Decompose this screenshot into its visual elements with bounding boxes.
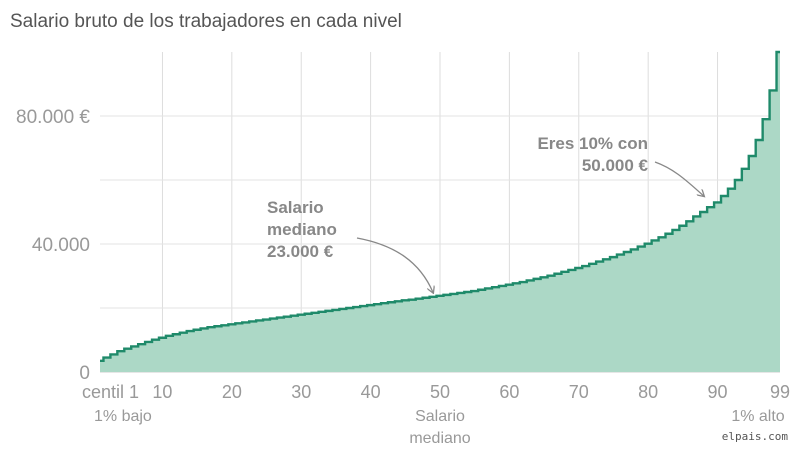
x-tick-label: 40 bbox=[361, 382, 381, 402]
series-line bbox=[100, 50, 780, 362]
annotation-top10-arrow bbox=[654, 161, 704, 196]
annotations: Salario mediano 23.000 € Eres 10% con 50.000… bbox=[267, 134, 704, 292]
x-tick-label: 10 bbox=[152, 382, 172, 402]
annotation-median-text: mediano bbox=[267, 220, 337, 239]
chart-title: Salario bruto de los trabajadores en cad… bbox=[10, 11, 402, 32]
x-tick-label: 50 bbox=[430, 382, 450, 402]
series-fill bbox=[100, 52, 780, 372]
series-area bbox=[100, 50, 780, 372]
annotation-median-text: 23.000 € bbox=[267, 242, 334, 261]
credit-label: elpais.com bbox=[722, 430, 789, 443]
x-tick-label: 80 bbox=[638, 382, 658, 402]
x-sublabel: 1% alto bbox=[731, 408, 784, 425]
annotation-top10-text: Eres 10% con bbox=[537, 134, 648, 153]
x-axis-ticks: centil 1 10 20 30 40 50 60 70 80 90 99 1% bajo Salar… bbox=[82, 382, 790, 447]
annotation-median-arrow bbox=[356, 237, 433, 292]
y-tick-label: 0 bbox=[79, 363, 90, 384]
x-tick-label: 99 bbox=[770, 382, 790, 402]
x-sublabel: 1% bajo bbox=[94, 408, 152, 425]
annotation-top10-text: 50.000 € bbox=[582, 156, 649, 175]
y-tick-label: 40.000 bbox=[32, 235, 90, 256]
annotation-median-text: Salario bbox=[267, 198, 324, 217]
y-axis-ticks: 0 40.000 80.000 € bbox=[16, 107, 90, 384]
x-tick-label: centil 1 bbox=[82, 382, 139, 402]
x-tick-label: 30 bbox=[291, 382, 311, 402]
x-tick-label: 70 bbox=[569, 382, 589, 402]
y-tick-label: 80.000 € bbox=[16, 107, 90, 128]
x-tick-label: 60 bbox=[499, 382, 519, 402]
x-sublabel: Salario bbox=[415, 408, 465, 425]
x-tick-label: 90 bbox=[708, 382, 728, 402]
x-tick-label: 20 bbox=[222, 382, 242, 402]
x-sublabel: mediano bbox=[409, 430, 470, 447]
